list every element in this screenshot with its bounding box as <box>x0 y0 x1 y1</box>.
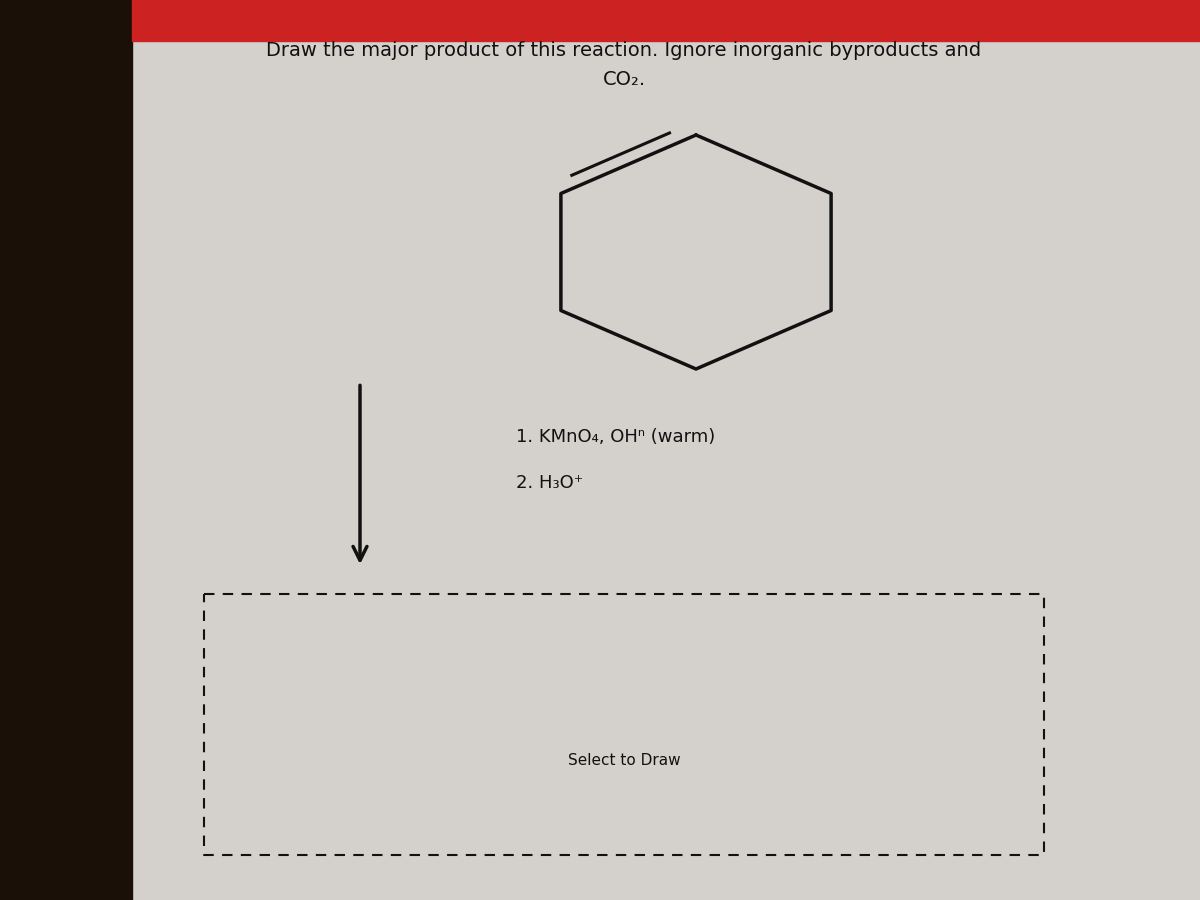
Text: CO₂.: CO₂. <box>602 70 646 89</box>
Text: 1. KMnO₄, OHⁿ (warm): 1. KMnO₄, OHⁿ (warm) <box>516 428 715 446</box>
Text: 2. H₃O⁺: 2. H₃O⁺ <box>516 474 583 492</box>
Bar <box>0 0 132 900</box>
Bar <box>132 0 1200 40</box>
Text: Select to Draw: Select to Draw <box>568 753 680 768</box>
Text: Draw the major product of this reaction. Ignore inorganic byproducts and: Draw the major product of this reaction.… <box>266 40 982 59</box>
